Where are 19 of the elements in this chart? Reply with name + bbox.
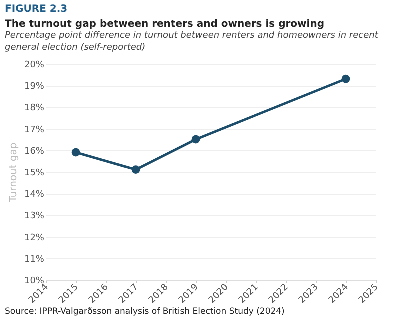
caption: FIGURE 2.3	[5, 4, 69, 15]
chart-subtitle: Percentage point difference in turnout between renters and homeowners in recent general election (self-reported)	[5, 30, 380, 54]
point	[192, 135, 200, 144]
point	[72, 148, 80, 157]
y-tick-label: 18%	[24, 104, 45, 114]
y-tick-label: 13%	[24, 212, 45, 222]
y-tick-label: 16%	[24, 146, 45, 157]
y-tick-label: 14%	[24, 190, 45, 200]
y-tick-label: 20%	[24, 60, 45, 70]
y-tick-label: 15%	[24, 168, 45, 178]
y-tick-label: 17%	[24, 125, 45, 136]
y-tick-label: 19%	[24, 82, 45, 92]
y-axis-title: Turnout gap	[8, 142, 20, 204]
y-tick-label: 12%	[24, 233, 45, 244]
chart-title: The turnout gap between renters and owners is growing	[5, 19, 326, 30]
y-tick-label: 11%	[24, 254, 45, 265]
source-note: Source: IPPR-Valgarðsson analysis of British Election Study (2024)	[5, 307, 286, 317]
point	[342, 74, 350, 84]
point	[132, 166, 140, 174]
